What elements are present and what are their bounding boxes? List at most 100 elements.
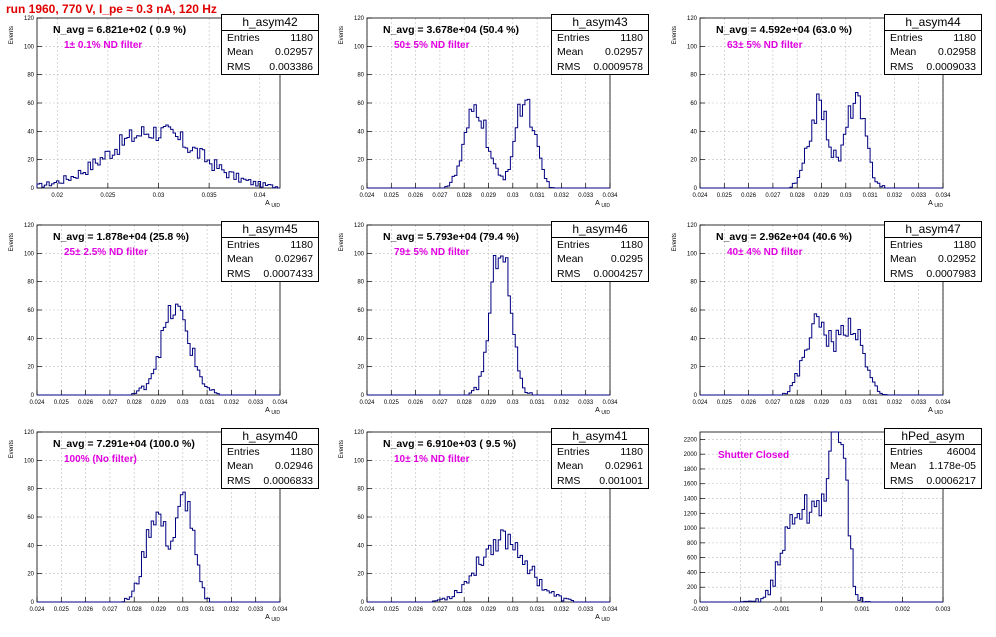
stats-box: h_asym41 Entries 1180 Mean 0.02961 RMS 0.00100… xyxy=(551,428,649,489)
filter-label: 40± 4% ND filter xyxy=(727,247,803,258)
mean-label: Mean xyxy=(557,460,584,473)
rms-value: 0.0009578 xyxy=(593,60,643,73)
rms-value: 0.0006833 xyxy=(263,474,313,487)
x-tick-label: 0.024 xyxy=(692,193,708,199)
x-tick-label: 0.029 xyxy=(481,193,497,199)
x-tick-label: 0.027 xyxy=(102,607,118,613)
stats-box: h_asym47 Entries 1180 Mean 0.02952 RMS 0.00079… xyxy=(884,221,982,282)
stats-row-rms: RMS 0.0004257 xyxy=(552,267,648,281)
y-tick-label: 0 xyxy=(361,600,365,606)
mean-label: Mean xyxy=(890,253,917,266)
x-tick-label: 0.024 xyxy=(29,607,45,613)
y-tick-label: 400 xyxy=(687,570,698,576)
mean-label: Mean xyxy=(227,46,254,59)
rms-label: RMS xyxy=(890,267,914,280)
stats-row-entries: Entries 1180 xyxy=(552,238,648,252)
entries-label: Entries xyxy=(227,32,260,44)
x-tick-label: 0.028 xyxy=(457,607,473,613)
y-tick-label: 60 xyxy=(357,101,364,107)
y-tick-label: 100 xyxy=(24,458,35,464)
y-tick-label: 60 xyxy=(27,101,34,107)
histogram-plot: 0 20 40 60 80 100 120 0.024 0.025 0.026 0.027 0.028… xyxy=(672,223,951,416)
y-tick-label: 40 xyxy=(690,336,697,342)
y-tick-label: 0 xyxy=(694,186,698,192)
x-tick-label: 0.03 xyxy=(177,400,189,406)
entries-label: Entries xyxy=(890,239,923,251)
rms-label: RMS xyxy=(557,267,581,280)
stats-title: h_asym45 xyxy=(222,222,318,238)
y-axis-title: Events xyxy=(339,233,345,251)
x-tick-label: 0.03 xyxy=(507,193,519,199)
x-axis-title: A UID xyxy=(265,614,280,623)
mean-value: 0.02957 xyxy=(275,46,313,59)
x-tick-label: 0.033 xyxy=(578,607,594,613)
x-tick-label: 0.032 xyxy=(554,400,570,406)
y-tick-label: 60 xyxy=(690,308,697,314)
entries-value: 1180 xyxy=(953,239,976,251)
y-axis-title: Events xyxy=(9,26,15,44)
x-tick-label: -0.001 xyxy=(772,607,790,613)
y-tick-label: 20 xyxy=(690,158,697,164)
y-tick-label: 20 xyxy=(357,158,364,164)
x-axis-subscript: UID xyxy=(601,617,610,623)
entries-label: Entries xyxy=(227,446,260,458)
x-tick-label: 0.031 xyxy=(530,607,546,613)
mean-label: Mean xyxy=(890,46,917,59)
stats-row-rms: RMS 0.003386 xyxy=(222,60,318,74)
x-tick-label: 0.032 xyxy=(887,193,903,199)
x-tick-label: 0.031 xyxy=(530,400,546,406)
stats-box: h_asym42 Entries 1180 Mean 0.02957 RMS 0.00338… xyxy=(221,14,319,75)
x-tick-label: 0.001 xyxy=(854,607,870,613)
y-tick-label: 80 xyxy=(690,73,697,79)
x-tick-label: 0.031 xyxy=(530,193,546,199)
stats-row-rms: RMS 0.0007433 xyxy=(222,267,318,281)
filter-label: 100% (No filter) xyxy=(64,454,137,465)
x-tick-label: 0.029 xyxy=(481,607,497,613)
y-tick-label: 600 xyxy=(687,556,698,562)
y-tick-label: 200 xyxy=(687,585,698,591)
stats-box: h_asym45 Entries 1180 Mean 0.02967 RMS 0.00074… xyxy=(221,221,319,282)
histogram-line xyxy=(367,98,610,189)
y-tick-label: 40 xyxy=(357,336,364,342)
y-axis-title: Events xyxy=(672,233,678,251)
x-tick-label: 0.034 xyxy=(272,400,288,406)
entries-value: 1180 xyxy=(290,239,313,251)
y-axis-title: Events xyxy=(672,26,678,44)
stats-box: hPed_asym Entries 46004 Mean 1.178e-05 RMS 0.0… xyxy=(884,428,982,489)
x-axis-subscript: UID xyxy=(601,410,610,416)
y-tick-label: 60 xyxy=(690,101,697,107)
x-tick-label: 0.032 xyxy=(554,607,570,613)
navg-label: N_avg = 5.793e+04 (79.4 %) xyxy=(383,231,520,243)
y-tick-label: 1800 xyxy=(684,467,698,473)
y-tick-label: 120 xyxy=(354,430,365,436)
mean-value: 0.02946 xyxy=(275,460,313,473)
x-tick-label: 0.029 xyxy=(151,400,167,406)
histogram-panel-h_asym45: 0 20 40 60 80 100 120 0.024 0.025 0.026 0.027 0.028… xyxy=(0,221,320,430)
x-tick-label: 0.02 xyxy=(51,193,63,199)
histogram-plot: 0 20 40 60 80 100 120 0.024 0.025 0.026 0.027 0.028… xyxy=(339,223,618,416)
entries-value: 1180 xyxy=(953,32,976,44)
stats-title: h_asym43 xyxy=(552,15,648,31)
stats-row-rms: RMS 0.001001 xyxy=(552,474,648,488)
x-tick-label: 0.025 xyxy=(384,607,400,613)
x-tick-label: 0.027 xyxy=(102,400,118,406)
x-tick-label: 0.032 xyxy=(224,607,240,613)
x-tick-label: 0.034 xyxy=(602,400,618,406)
x-axis-subscript: UID xyxy=(271,410,280,416)
histogram-panel-h_asym43: 0 20 40 60 80 100 120 0.024 0.025 0.026 0.027 0.028… xyxy=(330,14,650,223)
rms-label: RMS xyxy=(890,474,914,487)
histogram-line xyxy=(700,91,943,189)
entries-value: 1180 xyxy=(290,32,313,44)
x-tick-label: 0.024 xyxy=(29,400,45,406)
y-tick-label: 1000 xyxy=(684,526,698,532)
y-tick-label: 100 xyxy=(687,44,698,50)
filter-label: 10± 1% ND filter xyxy=(394,454,470,465)
stats-row-mean: Mean 0.02952 xyxy=(885,252,981,266)
x-tick-label: 0 xyxy=(820,607,824,613)
navg-label: N_avg = 6.821e+02 ( 0.9 %) xyxy=(53,24,187,36)
y-tick-label: 40 xyxy=(27,543,34,549)
stats-row-entries: Entries 46004 xyxy=(885,445,981,459)
rms-label: RMS xyxy=(227,474,251,487)
x-tick-label: 0.025 xyxy=(100,193,116,199)
stats-row-entries: Entries 1180 xyxy=(552,445,648,459)
